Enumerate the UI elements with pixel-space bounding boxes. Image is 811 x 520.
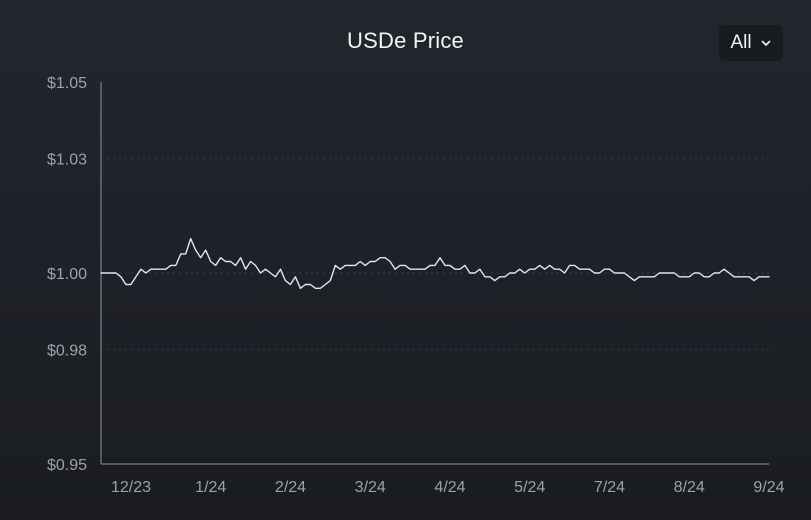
chevron-down-icon xyxy=(761,40,770,46)
y-tick-label: $0.98 xyxy=(47,342,87,359)
x-tick-label: 8/24 xyxy=(674,479,705,496)
time-range-label: All xyxy=(730,32,752,53)
time-range-select[interactable]: All xyxy=(719,25,783,61)
grid-lines xyxy=(101,157,769,350)
y-tick-label: $1.03 xyxy=(47,151,87,168)
y-tick-label: $1.05 xyxy=(47,75,87,92)
x-tick-label: 9/24 xyxy=(753,479,784,496)
x-tick-label: 2/24 xyxy=(275,479,306,496)
chart-title: USDe Price xyxy=(347,28,464,53)
x-tick-label: 3/24 xyxy=(355,479,386,496)
x-axis-ticks: 12/23 1/24 2/24 3/24 4/24 5/24 7/24 8/24 9/24 xyxy=(111,479,785,496)
x-tick-label: 4/24 xyxy=(434,479,465,496)
x-tick-label: 12/23 xyxy=(111,479,151,496)
series-layer xyxy=(100,237,770,289)
x-tick-label: 1/24 xyxy=(195,479,226,496)
price-series-line xyxy=(100,237,770,289)
y-axis-ticks: $1.05 $1.03 $1.00 $0.98 $0.95 xyxy=(47,75,87,474)
x-tick-label: 5/24 xyxy=(514,479,545,496)
x-tick-label: 7/24 xyxy=(594,479,625,496)
y-tick-label: $0.95 xyxy=(47,457,87,474)
y-tick-label: $1.00 xyxy=(47,266,87,283)
